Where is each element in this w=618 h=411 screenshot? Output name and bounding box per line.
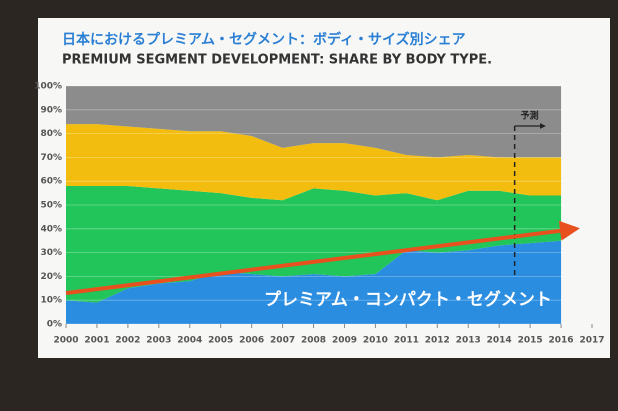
y-tick-label: 80% (40, 129, 62, 139)
x-tick-label: 2012 (425, 336, 450, 346)
y-tick-label: 40% (40, 224, 62, 234)
y-tick-label: 20% (40, 272, 62, 282)
x-tick-label: 2016 (549, 336, 574, 346)
y-tick-label: 90% (40, 105, 62, 115)
x-tick-label: 2005 (208, 336, 233, 346)
x-tick-label: 2011 (394, 336, 419, 346)
x-tick-label: 2013 (456, 336, 481, 346)
x-tick-label: 2004 (177, 336, 202, 346)
x-tick-label: 2003 (146, 336, 171, 346)
y-tick-label: 30% (40, 248, 62, 258)
chart-subtitle: PREMIUM SEGMENT DEVELOPMENT: SHARE BY BO… (62, 53, 492, 68)
x-tick-label: 2000 (53, 336, 78, 346)
x-tick-label: 2017 (579, 336, 604, 346)
y-tick-label: 100% (34, 82, 62, 92)
area-label: プレミアム・コンパクト・セグメント (264, 289, 552, 310)
y-tick-label: 10% (40, 296, 62, 306)
area (66, 86, 562, 158)
x-tick-label: 2002 (115, 336, 140, 346)
area (66, 240, 562, 324)
x-tick-label: 2001 (84, 336, 109, 346)
y-tick-label: 60% (40, 177, 62, 187)
y-tick-label: 70% (40, 153, 62, 163)
y-tick-label: 0% (47, 320, 62, 330)
x-tick-label: 2010 (363, 336, 388, 346)
area (66, 185, 562, 303)
y-tick-label: 50% (40, 201, 62, 211)
forecast-label: 予測 (521, 110, 539, 122)
x-tick-label: 2006 (239, 336, 264, 346)
trend-arrow (65, 220, 580, 296)
x-tick-label: 2007 (270, 336, 295, 346)
x-tick-label: 2009 (332, 336, 357, 346)
x-tick-label: 2014 (487, 336, 512, 346)
x-tick-label: 2015 (518, 336, 543, 346)
area (66, 124, 562, 201)
chart-title: 日本におけるプレミアム・セグメント：ボディ・サイズ別シェア (62, 31, 466, 48)
x-tick-label: 2008 (301, 336, 326, 346)
